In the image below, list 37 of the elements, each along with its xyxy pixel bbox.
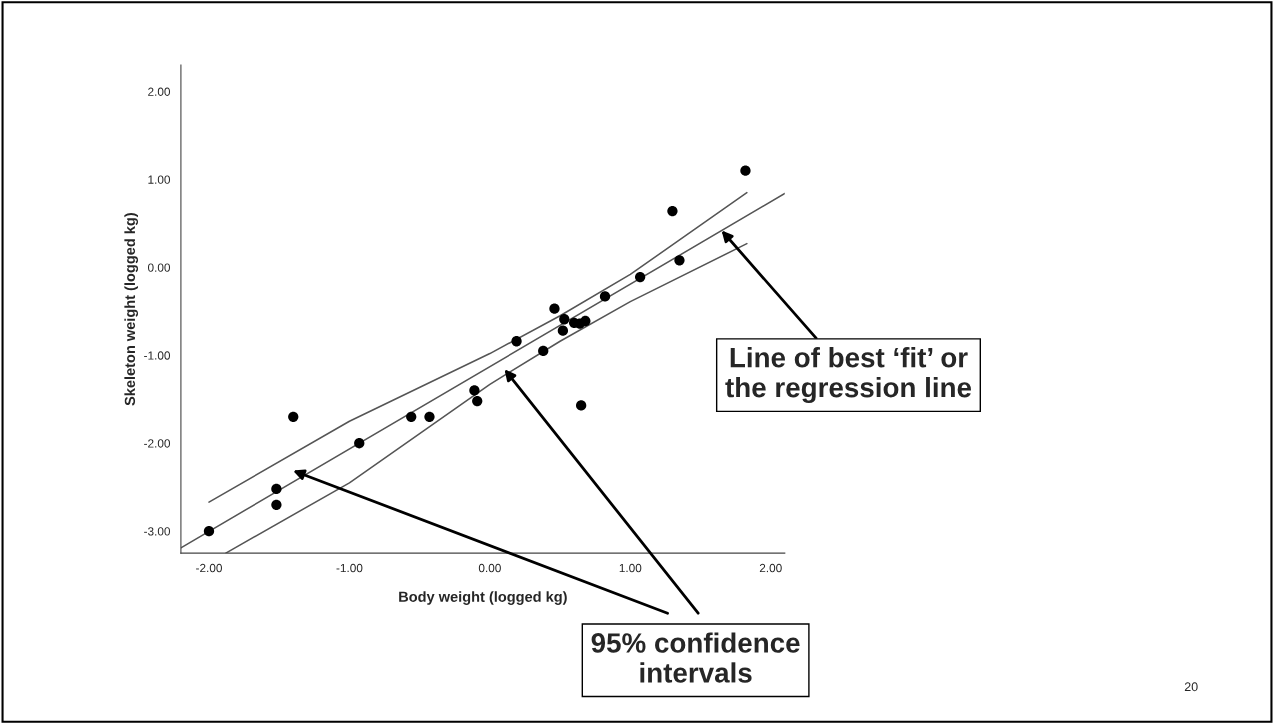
y-tick-label: -1.00 [144, 351, 171, 360]
y-tick-label: 2.00 [148, 87, 171, 96]
point [576, 400, 587, 411]
x-tick-label: 1.00 [619, 563, 642, 573]
point [740, 165, 751, 176]
x-tick-label: -1.00 [336, 563, 363, 573]
point [549, 303, 560, 314]
point [288, 411, 299, 422]
point [354, 438, 365, 449]
point [667, 205, 678, 217]
x-axis-title: Body weight (logged kg) [399, 591, 567, 605]
x-tick-label: -2.00 [196, 563, 222, 573]
y-tick-label: 0.00 [147, 263, 171, 272]
point [634, 271, 646, 283]
y-tick-label: -3.00 [144, 527, 171, 536]
point [424, 411, 435, 422]
point [511, 336, 522, 347]
point [599, 291, 611, 302]
point [559, 314, 570, 325]
point [406, 411, 417, 422]
point [472, 395, 483, 407]
y-tick-label: 1.00 [148, 175, 171, 184]
point [271, 483, 282, 495]
point [469, 385, 480, 396]
y-tick-label: -2.00 [144, 439, 171, 448]
y-axis-title: Skeleton weight (logged kg) [124, 213, 139, 406]
text: 20 [1184, 682, 1198, 692]
point [580, 315, 591, 327]
x-tick-label: 2.00 [759, 563, 782, 573]
point [271, 499, 282, 510]
point [203, 526, 215, 537]
annotation: Line of best ‘fit’ or the regression line [725, 347, 972, 403]
point [557, 325, 569, 336]
point [674, 255, 685, 266]
x-tick-label: 0.00 [478, 563, 501, 573]
point [538, 345, 549, 357]
text: 95% confidence intervals [591, 632, 800, 683]
